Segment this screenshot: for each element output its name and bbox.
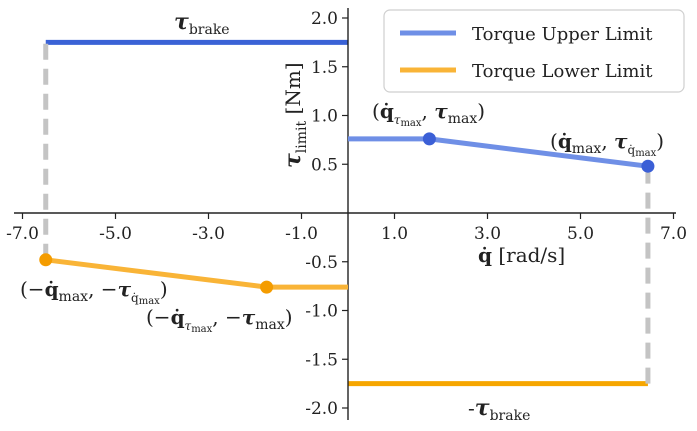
key-point-2 [641, 159, 655, 173]
brake-upper-label: τbrake [174, 9, 230, 38]
x-axis-label: q̇ [rad/s] [478, 243, 565, 267]
dashed-guides [43, 42, 651, 384]
label-part: τ [434, 99, 448, 123]
label-part: τ [475, 395, 490, 421]
legend: Torque Upper Limit Torque Lower Limit [383, 9, 685, 93]
y-tick-label: -1.5 [305, 350, 338, 370]
axes: -7.0 -5.0 -3.0 -1.0 1.0 3.0 5.0 7.0 2.0 1.5 1.0 0.5… [6, 8, 687, 420]
y-axis-label-unit: [Nm] [281, 62, 305, 120]
x-tick-label: 7.0 [660, 224, 687, 244]
annotations: τbrake-τbrake(q̇τmax, τmax)(q̇max, τq̇ma… [20, 9, 664, 424]
label-part: ) [477, 99, 485, 123]
key-point-1 [422, 132, 436, 146]
y-axis-label-symbol: τ [280, 153, 306, 168]
legend-box [383, 9, 685, 93]
y-tick-label: -1.0 [305, 302, 338, 322]
label-part: τ [394, 113, 401, 127]
label-part: ( [372, 99, 380, 123]
x-tick-label: 3.0 [474, 224, 501, 244]
label-part: brake [189, 22, 230, 38]
label-part: max [448, 111, 478, 127]
point-label-1: (q̇τmax, τmax) [372, 99, 485, 129]
x-tick-label: -3.0 [192, 224, 225, 244]
x-axis-label-symbol: q̇ [478, 243, 492, 267]
label-part: (− [146, 305, 171, 329]
brake-lower-label: -τbrake [468, 395, 530, 424]
y-tick-label: 2.0 [311, 9, 338, 29]
label-part: q̇ [558, 129, 572, 153]
label-part: ) [656, 129, 664, 153]
label-part: q̇ [380, 99, 394, 123]
y-axis-label-sub: limit [294, 120, 310, 153]
x-tick-label: -1.0 [285, 224, 318, 244]
label-part: ) [285, 305, 293, 329]
x-axis-label-unit: [rad/s] [492, 243, 565, 267]
y-tick-label: 0.5 [311, 155, 338, 175]
label-part: , − [212, 305, 241, 329]
label-part: max [255, 317, 285, 333]
label-part: - [468, 396, 475, 420]
label-part: ( [550, 129, 558, 153]
label-part: τ [614, 129, 628, 153]
label-part: , [422, 99, 435, 123]
label-part: q̇ [171, 305, 185, 329]
label-part: , − [88, 277, 117, 301]
label-part: τ [242, 305, 256, 329]
y-tick-label: 1.0 [311, 107, 338, 127]
label-part: brake [490, 408, 531, 424]
label-part: max [572, 141, 602, 157]
label-part: max [139, 296, 160, 307]
x-tick-label: -7.0 [6, 224, 39, 244]
label-part: q̇ [628, 143, 636, 157]
x-tick-label: 5.0 [567, 224, 594, 244]
point-label-3: (−q̇max, −τq̇max) [20, 277, 168, 307]
x-tick-label: -5.0 [99, 224, 132, 244]
label-part: max [400, 118, 421, 129]
label-part: max [635, 148, 656, 159]
label-part: max [191, 324, 212, 335]
brake-lines [45, 39, 648, 387]
key-points [39, 132, 655, 294]
key-point-3 [39, 253, 53, 267]
label-part: q̇ [131, 291, 139, 305]
label-part: τ [174, 9, 189, 35]
point-label-4: (−q̇τmax, −τmax) [146, 305, 293, 335]
key-point-4 [260, 280, 274, 294]
y-axis-label: τlimit [Nm] [280, 62, 310, 168]
label-part: q̇ [45, 277, 59, 301]
label-part: (− [20, 277, 45, 301]
label-part: max [59, 289, 89, 305]
legend-label-2: Torque Lower Limit [472, 61, 653, 82]
label-part: ) [160, 277, 168, 301]
label-part: τ [185, 319, 192, 333]
y-tick-label: 1.5 [311, 58, 338, 78]
y-tick-label: -0.5 [305, 253, 338, 273]
legend-label-1: Torque Upper Limit [472, 24, 653, 45]
point-label-2: (q̇max, τq̇max) [550, 129, 664, 159]
label-part: τ [118, 277, 132, 301]
y-tick-label: -2.0 [305, 399, 338, 419]
label-part: , [601, 129, 614, 153]
x-tick-label: 1.0 [381, 224, 408, 244]
